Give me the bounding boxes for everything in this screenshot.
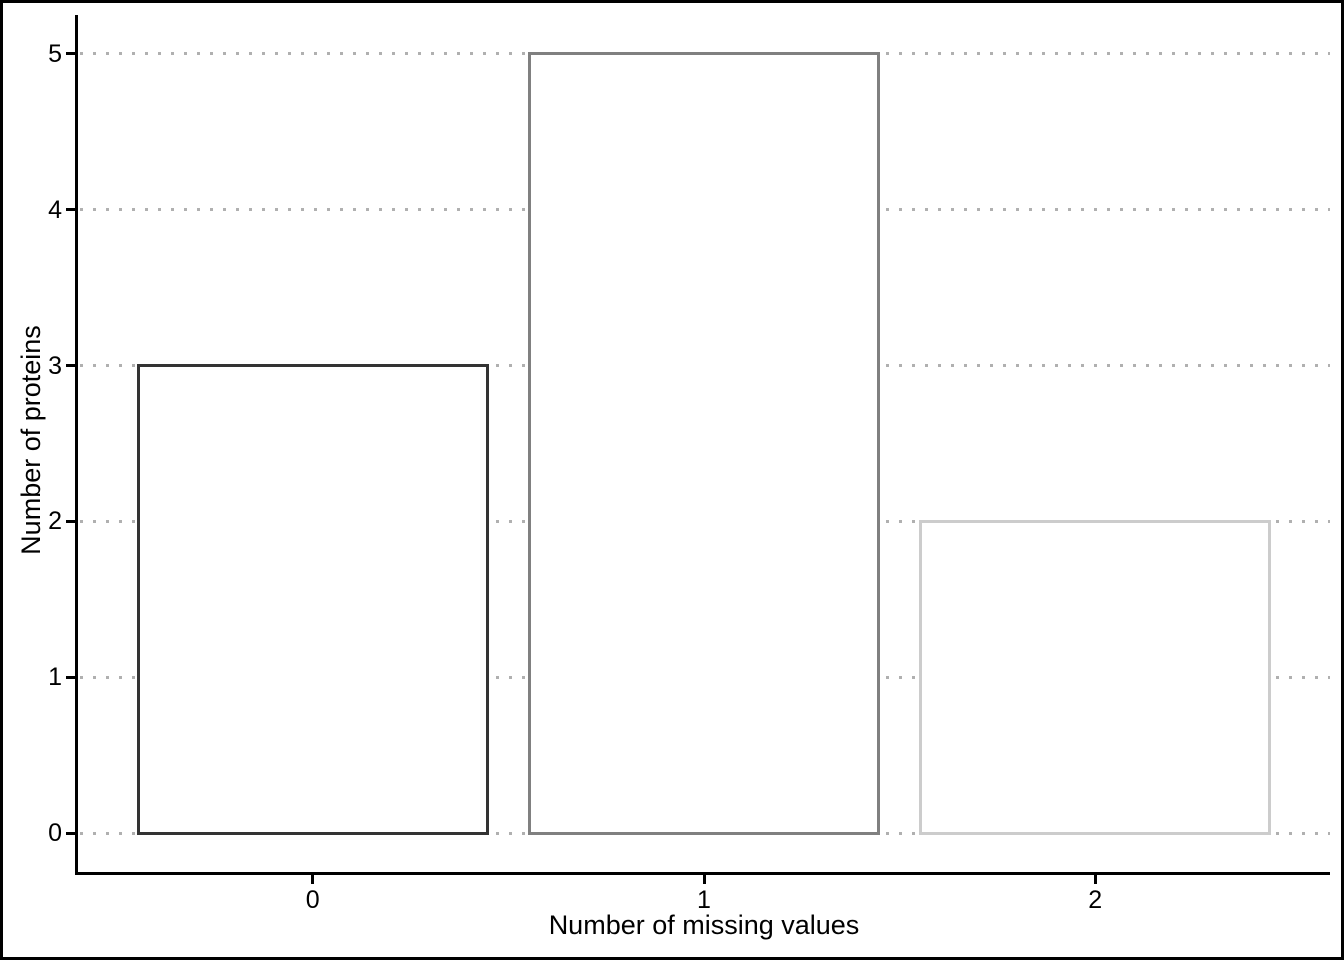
x-tick-mark-1 [702, 875, 706, 884]
y-tick-mark-3 [66, 364, 75, 368]
y-tick-mark-5 [66, 52, 75, 56]
y-tick-label-1: 1 [48, 663, 62, 692]
y-tick-mark-4 [66, 208, 75, 212]
y-tick-label-0: 0 [48, 819, 62, 848]
x-tick-label-2: 2 [1088, 886, 1103, 914]
x-axis-title: Number of missing values [548, 910, 860, 940]
y-axis-line [75, 15, 78, 875]
x-axis-line [75, 872, 1330, 875]
y-tick-label-4: 4 [48, 195, 62, 224]
y-tick-mark-2 [66, 519, 75, 523]
x-tick-mark-0 [311, 875, 315, 884]
y-axis-title: Number of proteins [16, 325, 46, 555]
bar-category-2 [919, 519, 1272, 835]
bar-category-1 [527, 52, 881, 835]
x-tick-label-0: 0 [305, 886, 320, 914]
y-tick-mark-0 [66, 831, 75, 835]
x-tick-label-1: 1 [697, 886, 711, 914]
y-tick-label-3: 3 [48, 351, 62, 380]
y-tick-label-2: 2 [48, 507, 62, 536]
x-tick-mark-2 [1093, 875, 1097, 884]
bar-category-0 [136, 364, 489, 835]
y-tick-mark-1 [66, 675, 75, 679]
y-tick-label-5: 5 [48, 39, 62, 68]
